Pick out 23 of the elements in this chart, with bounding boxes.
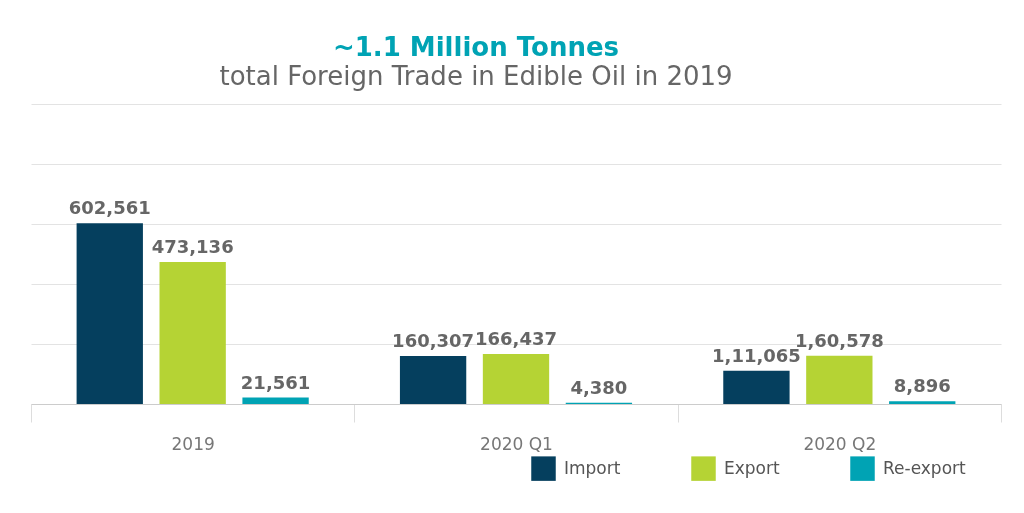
bar — [482, 354, 550, 404]
bar — [806, 355, 873, 404]
bar — [723, 370, 790, 404]
data-label: 160,307 — [392, 329, 475, 351]
data-label: 4,380 — [570, 376, 628, 398]
data-label: 473,136 — [151, 236, 234, 258]
x-tick-label: 2020 Q2 — [803, 433, 877, 454]
chart-subtitle: total Foreign Trade in Edible Oil in 2019 — [219, 61, 733, 91]
bar — [242, 397, 309, 404]
data-label: 166,437 — [475, 328, 557, 350]
bar — [76, 223, 143, 404]
chart-title: ~1.1 Million Tonnes — [332, 32, 620, 62]
x-tick-label: 2019 — [171, 433, 215, 454]
bar — [399, 355, 467, 404]
legend-label: Import — [564, 457, 621, 478]
legend-label: Re-export — [883, 457, 967, 478]
legend-label: Export — [724, 457, 780, 478]
x-tick-label: 2020 Q1 — [480, 433, 553, 454]
data-label: 602,561 — [68, 197, 151, 219]
bar — [159, 262, 226, 404]
bar — [889, 401, 956, 404]
data-label: 21,561 — [240, 371, 311, 393]
data-label: 8,896 — [893, 375, 951, 397]
